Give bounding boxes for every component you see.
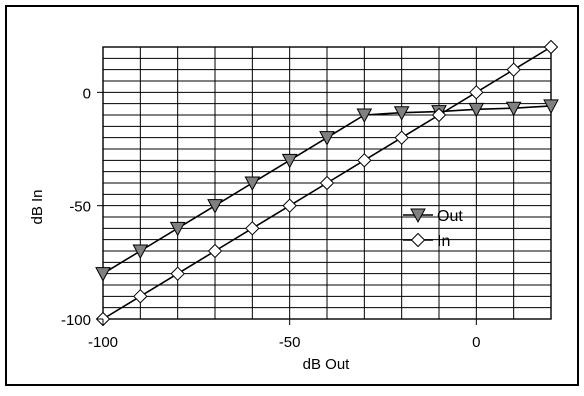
data-point-out bbox=[207, 199, 223, 214]
legend-label-out: Out bbox=[437, 208, 463, 225]
axis-ticks: -100 -50 0 -100 -50 0 bbox=[61, 85, 481, 351]
data-point-out bbox=[356, 108, 373, 124]
y-tick-label: 0 bbox=[83, 85, 91, 102]
data-point-in bbox=[170, 266, 185, 281]
x-tick-label: -50 bbox=[279, 334, 301, 351]
data-point-out bbox=[281, 153, 298, 169]
y-tick-label: -100 bbox=[61, 312, 91, 329]
y-axis-title: dB In bbox=[29, 189, 46, 224]
data-point-out bbox=[169, 221, 186, 237]
y-tick-label: -50 bbox=[69, 199, 91, 216]
data-point-out bbox=[319, 131, 335, 146]
x-axis-title: dB Out bbox=[303, 356, 351, 373]
legend-marker-in bbox=[410, 232, 426, 248]
data-point-out bbox=[393, 106, 410, 121]
data-point-in bbox=[469, 85, 484, 100]
data-point-out bbox=[132, 244, 149, 260]
data-point-out bbox=[505, 101, 522, 117]
data-point-out bbox=[543, 99, 559, 114]
data-point-in bbox=[357, 153, 372, 168]
legend-label-in: In bbox=[437, 233, 450, 250]
data-point-out bbox=[95, 267, 111, 282]
legend-marker-out bbox=[410, 208, 426, 224]
x-tick-label: -100 bbox=[88, 334, 118, 351]
data-point-in bbox=[207, 243, 223, 259]
series-layer bbox=[95, 39, 559, 327]
data-point-in bbox=[506, 62, 521, 77]
data-point-in bbox=[431, 107, 447, 123]
x-tick-label: 0 bbox=[472, 334, 480, 351]
legend: Out In bbox=[403, 208, 463, 250]
data-point-in bbox=[282, 198, 297, 213]
data-point-in bbox=[133, 289, 148, 304]
data-point-out bbox=[244, 176, 261, 192]
data-point-in bbox=[319, 175, 335, 191]
data-point-in bbox=[245, 221, 260, 236]
data-point-in bbox=[394, 130, 409, 145]
data-point-in bbox=[543, 39, 559, 55]
data-point-out bbox=[468, 102, 485, 118]
